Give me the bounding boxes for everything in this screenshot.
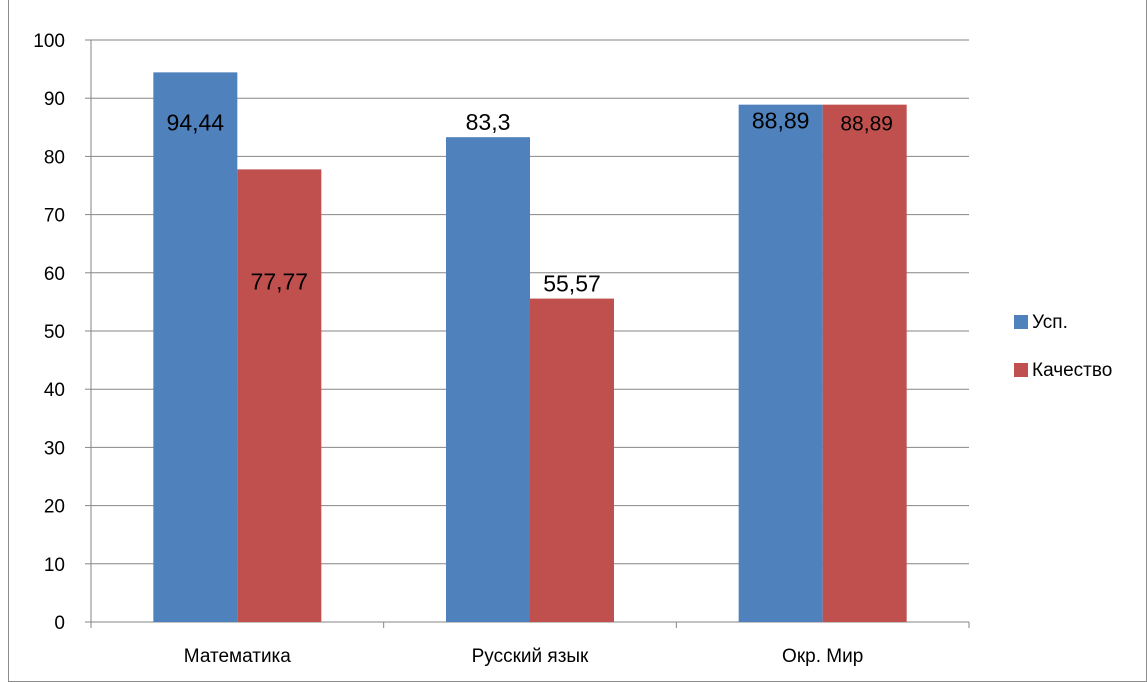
data-label: 94,44: [167, 109, 225, 135]
bar: [237, 169, 322, 622]
y-tick-label: 80: [44, 147, 65, 168]
bar: [822, 104, 907, 622]
legend-label: Качество: [1032, 360, 1112, 381]
y-tick-label: 0: [54, 613, 65, 634]
legend: Усп. Качество: [1014, 312, 1112, 381]
data-label: 88,89: [840, 113, 893, 136]
bar: [738, 104, 823, 622]
y-tick-label: 60: [44, 264, 65, 285]
legend-swatch: [1014, 315, 1028, 329]
y-tick-label: 30: [44, 438, 65, 459]
x-tick-label: Математика: [184, 646, 292, 667]
y-tick-label: 20: [44, 497, 65, 518]
data-label: 77,77: [251, 268, 309, 294]
y-tick-label: 40: [44, 380, 65, 401]
y-tick-label: 50: [44, 322, 65, 343]
y-tick-label: 70: [44, 206, 65, 227]
data-label: 88,89: [752, 108, 810, 134]
bar: [153, 72, 238, 623]
bar: [446, 137, 530, 622]
data-label: 55,57: [543, 271, 601, 297]
legend-label: Усп.: [1032, 312, 1068, 333]
data-label: 83,3: [466, 109, 511, 135]
x-tick-label: Окр. Мир: [782, 646, 863, 667]
y-tick-label: 10: [44, 555, 65, 576]
y-tick-label: 90: [44, 89, 65, 110]
data-labels: 94,44 83,3 88,89 77,77 55,57 88,89: [167, 108, 893, 297]
bar: [530, 298, 614, 622]
legend-swatch: [1014, 363, 1028, 377]
bars: [153, 72, 907, 623]
x-tick-label: Русский язык: [472, 646, 589, 667]
y-tick-label: 100: [33, 31, 65, 52]
